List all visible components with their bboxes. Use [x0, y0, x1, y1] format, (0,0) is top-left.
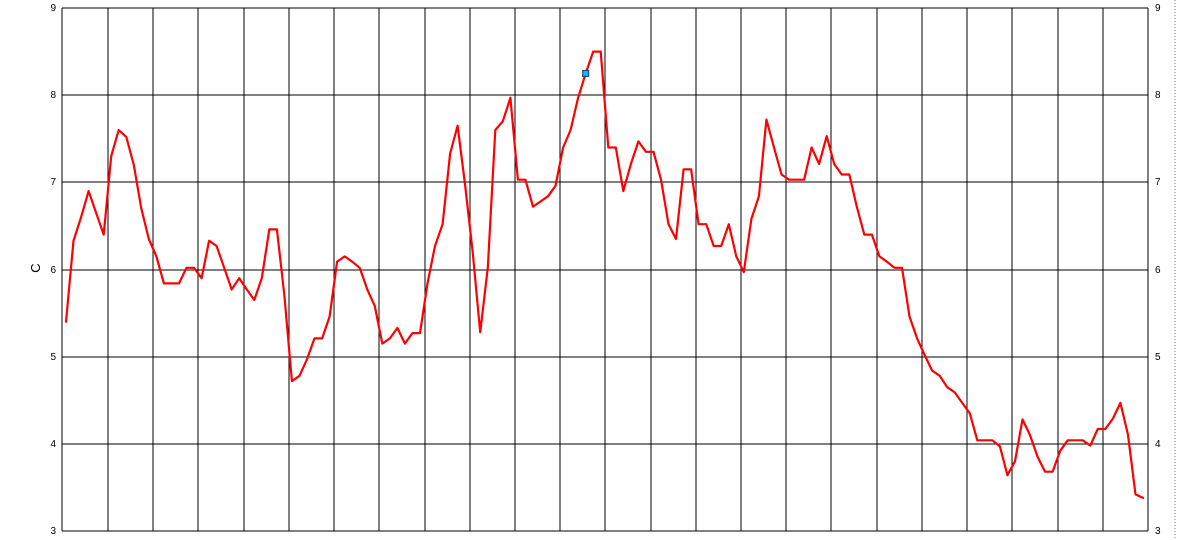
- right-tick-label: 6: [1155, 265, 1161, 276]
- highlight-point-marker: [582, 69, 590, 77]
- right-tick-label: 5: [1155, 352, 1161, 363]
- left-tick-label: 8: [50, 90, 56, 101]
- left-tick-label: 3: [50, 526, 56, 537]
- left-y-tick-labels: 3 4 5 6 7 8 9: [50, 3, 56, 537]
- left-tick-label: 5: [50, 352, 56, 363]
- right-tick-label: 3: [1155, 526, 1161, 537]
- left-tick-label: 6: [50, 265, 56, 276]
- left-tick-label: 9: [50, 3, 56, 14]
- right-y-tick-labels: 3 4 5 6 7 8 9: [1155, 3, 1161, 537]
- right-tick-label: 4: [1155, 439, 1161, 450]
- left-tick-label: 4: [50, 439, 56, 450]
- left-tick-label: 7: [50, 177, 56, 188]
- right-tick-label: 7: [1155, 177, 1161, 188]
- right-tick-label: 9: [1155, 3, 1161, 14]
- series-line: [64, 50, 1145, 499]
- right-tick-label: 8: [1155, 90, 1161, 101]
- y-axis-label: C: [28, 263, 43, 272]
